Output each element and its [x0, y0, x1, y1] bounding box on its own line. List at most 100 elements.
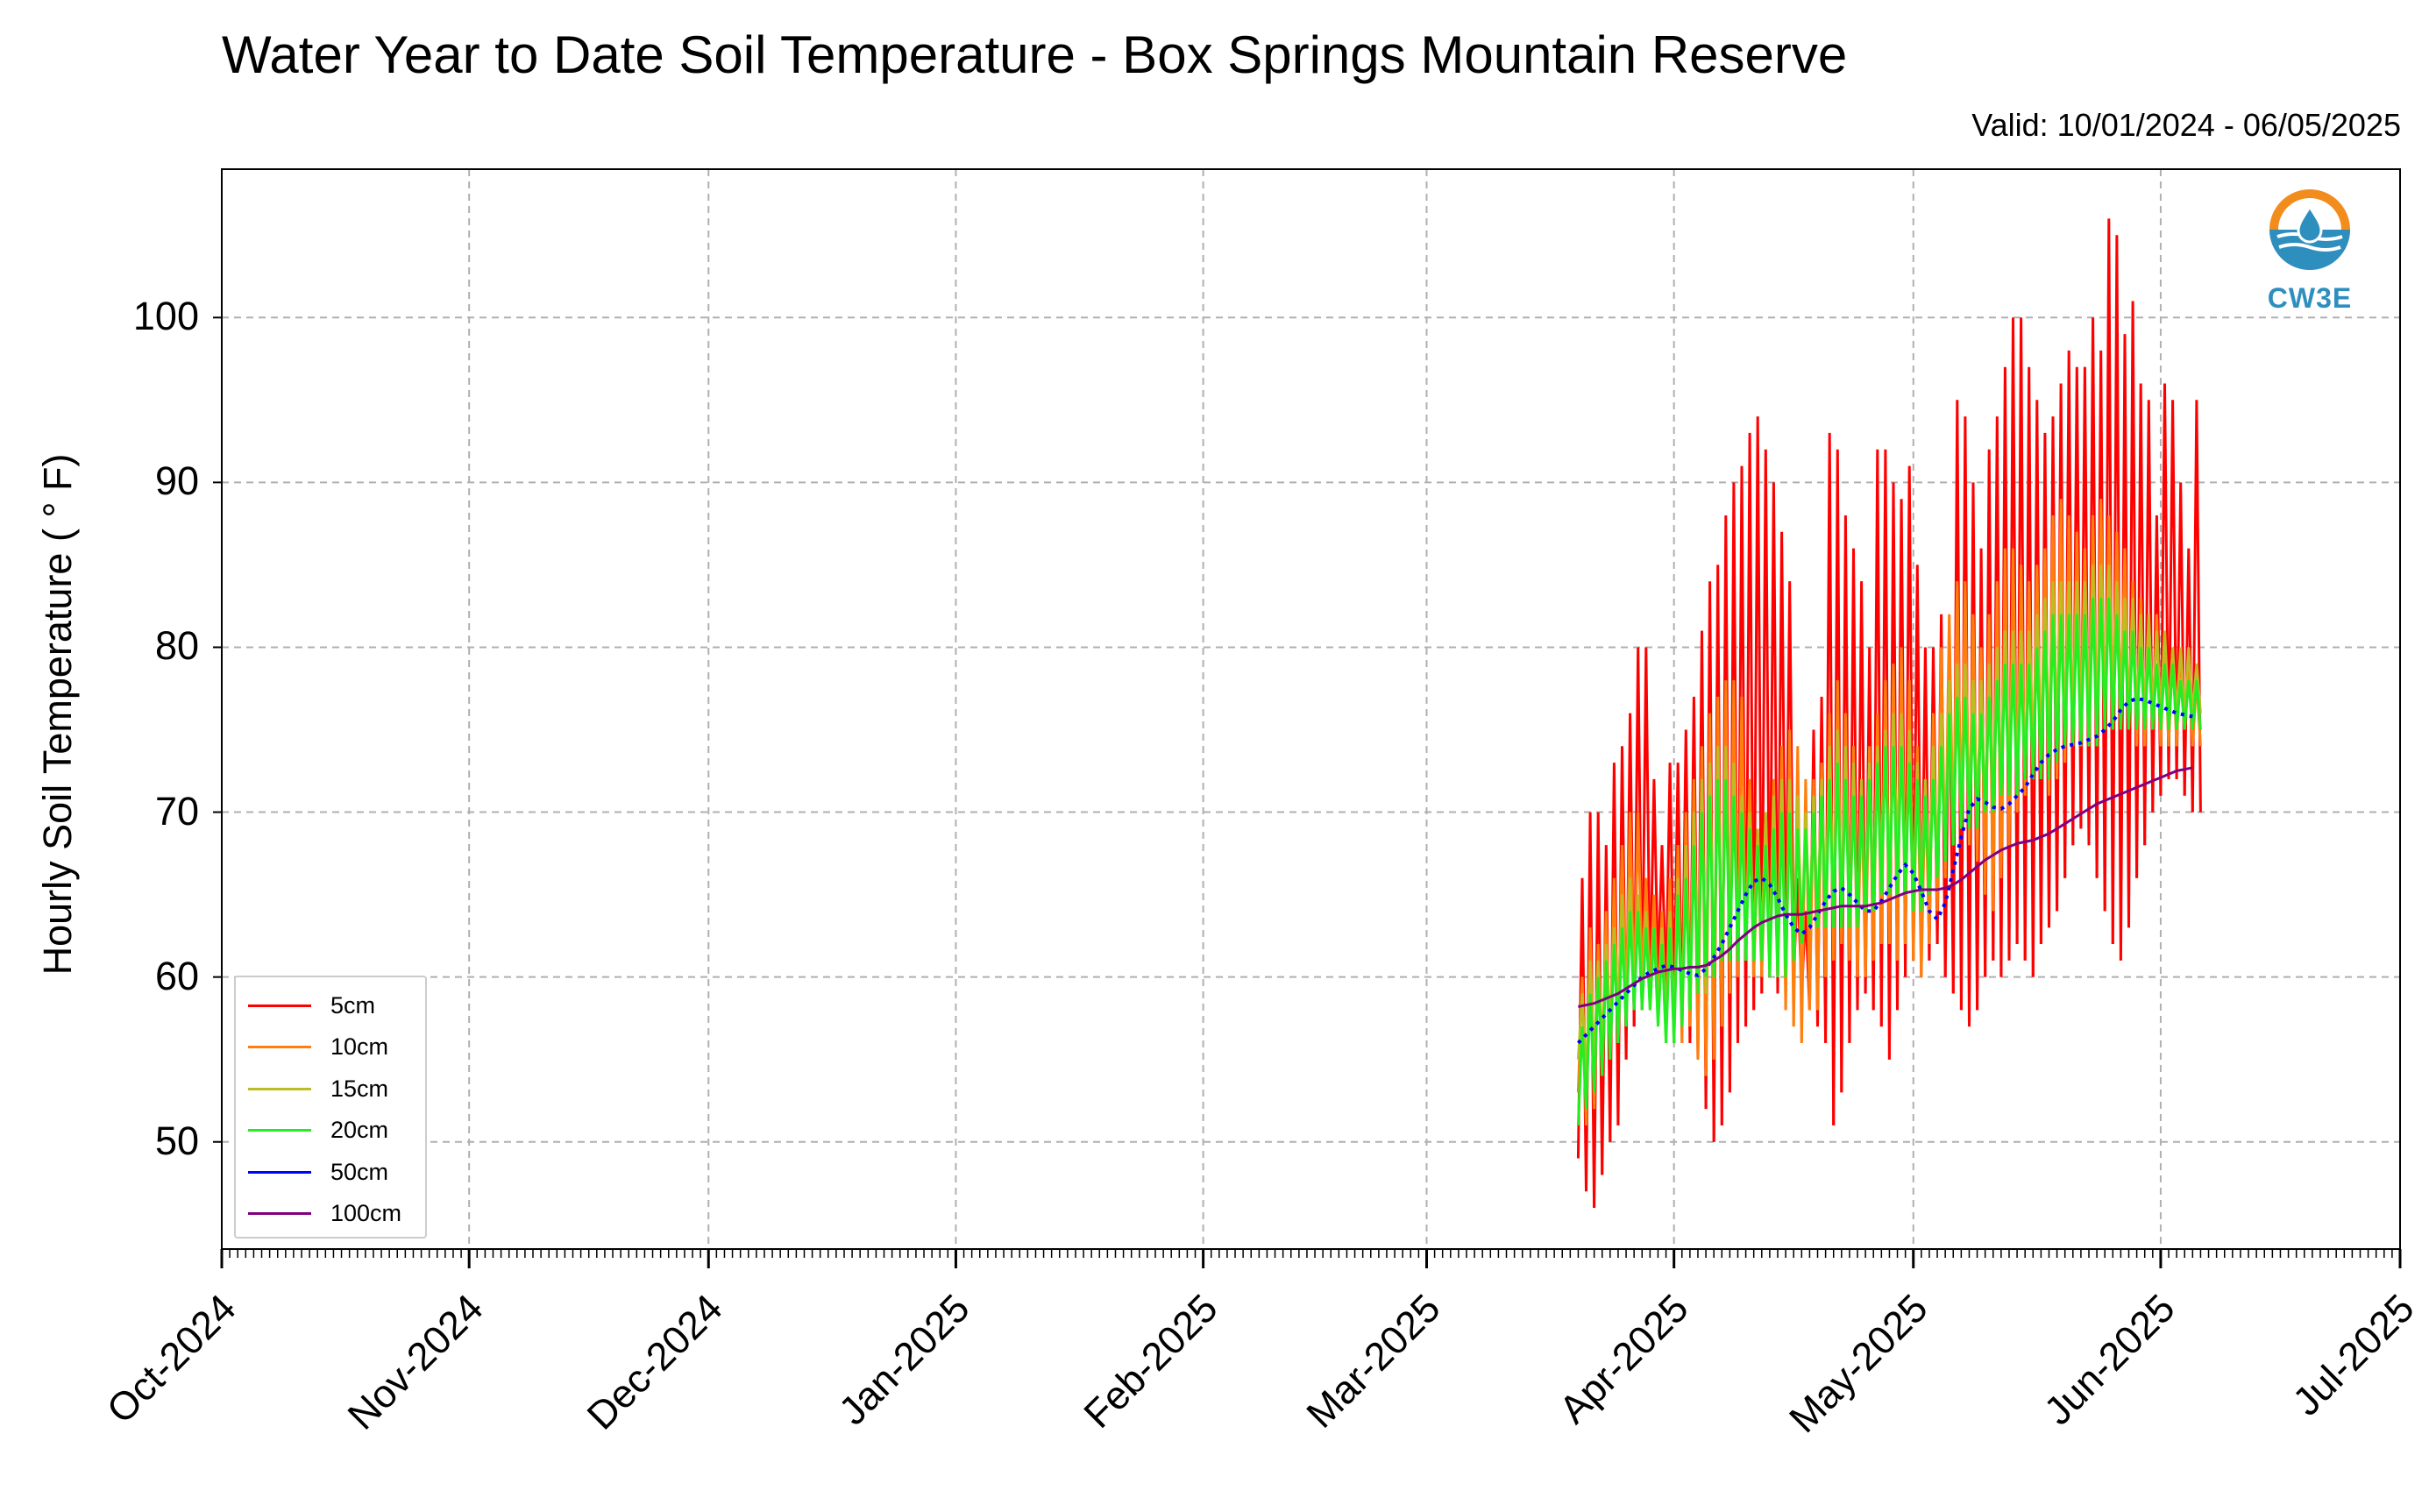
series-line-5cm	[1648, 778, 1659, 994]
series-line-20cm	[1784, 812, 1795, 977]
series-line-20cm	[1688, 845, 1700, 1011]
legend-swatch	[248, 1170, 311, 1174]
series-line-20cm	[1968, 713, 1979, 829]
series-line-20cm	[1696, 812, 1708, 994]
series-line-20cm	[2119, 630, 2130, 730]
series-line-20cm	[1593, 976, 1604, 1093]
series-line-20cm	[1640, 927, 1651, 1011]
series-line-20cm	[1576, 1026, 1587, 1125]
legend-swatch	[248, 1212, 311, 1215]
series-line-20cm	[2095, 597, 2106, 747]
series-line-20cm	[2191, 679, 2202, 730]
series-line-20cm	[1832, 763, 1843, 928]
series-line-15cm	[2175, 647, 2186, 713]
legend-label: 10cm	[330, 1033, 389, 1060]
series-line-5cm	[2175, 482, 2186, 796]
axis-ticks	[213, 316, 2402, 1268]
series-line-20cm	[1609, 943, 1620, 1060]
series-line-20cm	[2135, 647, 2147, 730]
series-line-20cm	[1680, 877, 1692, 1027]
series-line-20cm	[1864, 778, 1875, 912]
series-line-20cm	[1943, 713, 1955, 862]
series-line-5cm	[1657, 845, 1668, 994]
series-line-20cm	[1616, 927, 1628, 1043]
series-line-20cm	[2183, 679, 2194, 730]
series-line-20cm	[1976, 713, 1987, 829]
series-line-20cm	[2079, 614, 2091, 747]
series-line-20cm	[1657, 943, 1668, 1043]
y-tick-label: 100	[132, 294, 199, 339]
series-line-100cm	[1578, 766, 2193, 1008]
series-line-20cm	[1879, 746, 1891, 895]
series-line-20cm	[1720, 778, 1731, 961]
y-tick-label: 50	[154, 1118, 199, 1163]
y-tick-label: 70	[154, 788, 199, 834]
series-line-20cm	[2167, 664, 2178, 730]
series-line-20cm	[1951, 696, 1963, 846]
series-line-20cm	[1912, 778, 1923, 912]
series-line-10cm	[1800, 778, 1811, 1043]
series-line-20cm	[1792, 828, 1803, 961]
legend-item: 10cm	[248, 1030, 388, 1065]
series-line-20cm	[1800, 828, 1811, 945]
series-line-20cm	[1601, 960, 1612, 1076]
legend: 5cm 10cm 15cm 20cm 50cm 100cm	[234, 976, 427, 1239]
legend-label: 15cm	[330, 1075, 389, 1102]
series-line-20cm	[1744, 828, 1756, 961]
series-line-20cm	[2056, 614, 2067, 763]
legend-item: 15cm	[248, 1071, 388, 1106]
legend-swatch	[248, 1004, 311, 1007]
series-line-5cm	[2191, 400, 2202, 813]
series-layer	[1576, 218, 2202, 1209]
series-line-20cm	[1920, 795, 1931, 912]
legend-label: 5cm	[330, 991, 376, 1019]
series-line-15cm	[1576, 993, 1587, 1076]
series-line-20cm	[1856, 795, 1867, 928]
series-line-20cm	[2127, 630, 2139, 730]
series-line-5cm	[1768, 482, 1779, 994]
legend-label: 50cm	[330, 1158, 389, 1185]
series-line-20cm	[1904, 763, 1915, 912]
legend-item: 100cm	[248, 1196, 401, 1232]
chart-title: Water Year to Date Soil Temperature - Bo…	[222, 25, 1848, 84]
series-line-20cm	[2063, 614, 2075, 747]
series-line-20cm	[1824, 778, 1836, 928]
series-line-20cm	[2111, 614, 2122, 730]
series-line-20cm	[1585, 993, 1596, 1110]
legend-label: 100cm	[330, 1200, 402, 1226]
legend-item: 5cm	[248, 988, 375, 1023]
series-line-20cm	[1648, 927, 1659, 1027]
series-line-5cm	[1744, 432, 1756, 1027]
series-line-5cm	[1665, 763, 1676, 1011]
series-line-20cm	[1935, 746, 1947, 878]
series-line-20cm	[1887, 746, 1899, 895]
series-line-5cm	[2159, 383, 2170, 796]
series-line-20cm	[2031, 647, 2042, 779]
series-5cm	[1576, 218, 2202, 1209]
series-line-20cm	[2103, 597, 2114, 730]
series-line-20cm	[1808, 812, 1819, 928]
series-line-20cm	[2071, 614, 2083, 747]
series-line-20cm	[2007, 664, 2019, 796]
logo-text: CW3E	[2267, 282, 2353, 314]
series-line-20cm	[1999, 664, 2011, 796]
series-line-5cm	[2167, 400, 2178, 779]
series-line-20cm	[1840, 778, 1851, 928]
series-line-5cm	[1752, 416, 1764, 1011]
series-line-20cm	[1816, 795, 1828, 928]
series-line-20cm	[2087, 597, 2099, 747]
series-line-20cm	[1673, 894, 1684, 1043]
valid-range-text: Valid: 10/01/2024 - 06/05/2025	[1971, 107, 2401, 143]
y-tick-label: 90	[154, 458, 199, 504]
y-tick-label: 60	[154, 953, 199, 998]
axes-frame	[221, 168, 2401, 1250]
series-line-20cm	[1992, 680, 2003, 813]
series-line-20cm	[2048, 614, 2059, 779]
legend-item: 20cm	[248, 1113, 388, 1148]
series-line-20cm	[1928, 778, 1939, 895]
series-line-5cm	[1640, 647, 1651, 1011]
series-20cm	[1576, 597, 2202, 1125]
legend-swatch	[248, 1087, 311, 1090]
cw3e-logo: CW3E	[2253, 184, 2367, 316]
